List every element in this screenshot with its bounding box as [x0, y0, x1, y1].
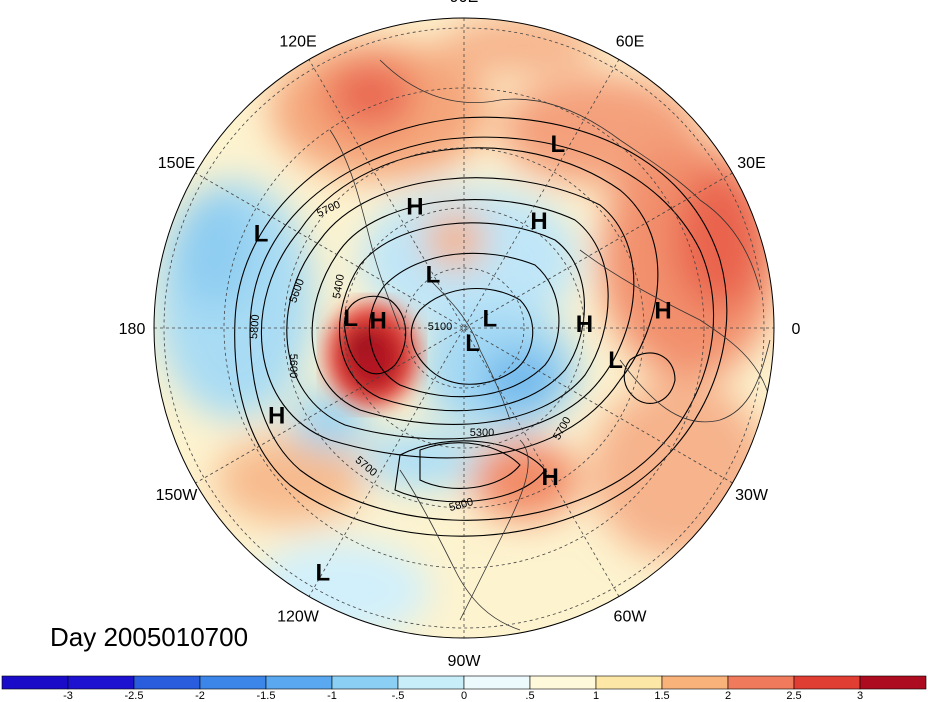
colorbar-swatch — [727, 675, 795, 690]
high-pressure-marker: H — [541, 464, 558, 491]
high-pressure-marker: H — [530, 208, 547, 235]
lon-30e-label: 30E — [737, 155, 765, 172]
colorbar-tick-label: 2.5 — [786, 690, 801, 702]
colorbar: -3 -2.5 -2 -1.5 -1 -.5 0 .5 1 1.5 2 2.5 3 — [1, 675, 927, 702]
colorbar-swatch — [1, 675, 69, 690]
coastlines — [329, 59, 771, 631]
low-pressure-marker: L — [483, 306, 498, 333]
colorbar-swatch — [199, 675, 267, 690]
contour-label: 5100 — [428, 321, 452, 333]
colorbar-tick-label: 2 — [725, 690, 731, 702]
colorbar-tick-label: 1.5 — [654, 690, 669, 702]
colorbar-tick-label: 3 — [857, 690, 863, 702]
colorbar-tick-label: -.5 — [392, 690, 405, 702]
lon-90e-label: 90E — [450, 0, 478, 6]
high-pressure-marker: H — [370, 307, 387, 334]
low-pressure-marker: L — [608, 347, 623, 374]
high-pressure-marker: H — [268, 402, 285, 429]
high-pressure-marker: H — [576, 311, 593, 338]
colorbar-swatch — [331, 675, 399, 690]
colorbar-swatch — [595, 675, 663, 690]
colorbar-swatch — [661, 675, 729, 690]
lon-180-label: 180 — [119, 321, 146, 338]
colorbar-swatch — [133, 675, 201, 690]
colorbar-tick-label: -1 — [327, 690, 337, 702]
lon-60w-label: 60W — [614, 609, 648, 626]
colorbar-swatch — [265, 675, 333, 690]
high-pressure-marker: H — [654, 298, 671, 325]
colorbar-swatch — [793, 675, 861, 690]
day-title: Day 2005010700 — [50, 622, 248, 652]
low-pressure-marker: L — [550, 131, 565, 158]
lon-0-label: 0 — [792, 321, 801, 338]
lon-120w-label: 120W — [277, 609, 320, 626]
colorbar-swatch — [529, 675, 597, 690]
lon-150e-label: 150E — [158, 155, 195, 172]
low-pressure-marker: L — [315, 560, 330, 587]
low-pressure-marker: L — [465, 330, 480, 357]
contour-label: 5400 — [331, 273, 347, 299]
colorbar-tick-label: -2.5 — [125, 690, 144, 702]
contour-label: 5600 — [287, 354, 299, 378]
height-contours — [234, 116, 728, 537]
colorbar-tick-label: -1.5 — [257, 690, 276, 702]
anomaly-shading — [154, 18, 774, 638]
lon-150w-label: 150W — [156, 487, 199, 504]
colorbar-tick-label: 1 — [593, 690, 599, 702]
lon-30w-label: 30W — [735, 487, 769, 504]
graticule — [154, 18, 774, 638]
colorbar-tick-label: 0 — [461, 690, 467, 702]
low-pressure-marker: L — [254, 220, 269, 247]
colorbar-swatch — [397, 675, 465, 690]
colorbar-swatch — [859, 675, 927, 690]
contour-label: 5300 — [470, 427, 494, 439]
colorbar-swatch — [463, 675, 531, 690]
colorbar-tick-label: -3 — [63, 690, 73, 702]
lon-120e-label: 120E — [279, 33, 316, 50]
lon-60e-label: 60E — [616, 33, 644, 50]
contour-label: 5800 — [248, 314, 262, 339]
colorbar-tick-label: -2 — [195, 690, 205, 702]
low-pressure-marker: L — [426, 261, 441, 288]
longitude-label-group: 90E 60E 30E 0 30W 60W 90W 120W 150W 180 150E 120E — [119, 0, 801, 670]
high-pressure-marker: H — [406, 194, 423, 221]
colorbar-tick-label: .5 — [525, 690, 534, 702]
low-pressure-marker: L — [343, 305, 358, 332]
lon-90w-label: 90W — [448, 653, 482, 670]
colorbar-swatch — [67, 675, 135, 690]
map-boundary — [153, 17, 775, 639]
